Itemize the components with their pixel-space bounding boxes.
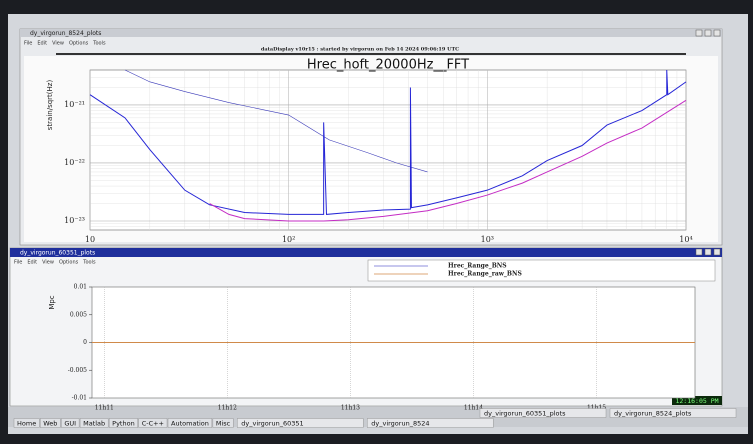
x-tick-label: 11h11	[95, 405, 114, 412]
legend-box	[367, 259, 716, 282]
series-line	[124, 69, 428, 173]
x-tick-label: 11h14	[464, 405, 483, 412]
launcher[interactable]: Misc	[216, 420, 231, 428]
launcher[interactable]: GUI	[64, 420, 76, 428]
y-tick-label: 0.005	[70, 311, 87, 318]
x-tick-label: 10	[85, 235, 95, 244]
launcher-button[interactable]	[138, 418, 168, 428]
series-line	[89, 69, 687, 215]
window-button[interactable]	[713, 248, 721, 256]
y-tick-label: -0.01	[72, 395, 87, 402]
x-tick-label: 10³	[481, 235, 494, 244]
launcher-button[interactable]	[167, 418, 213, 428]
launcher-button[interactable]	[212, 418, 234, 428]
clock: 12:16:05 PM	[675, 397, 718, 405]
window-button[interactable]	[704, 29, 712, 37]
window-title: dy_virgorun_8524_plots	[30, 30, 101, 37]
x-tick-label: 11h13	[341, 405, 360, 412]
y-tick-label: 0	[83, 339, 87, 346]
x-tick-label: 10²	[282, 235, 295, 244]
y-axis-label: strain/sqrt(Hz)	[46, 80, 54, 131]
y-axis-label: Mpc	[48, 295, 56, 309]
series-line	[209, 99, 687, 222]
x-tick-label: 10⁴	[679, 235, 692, 244]
x-tick-label: 11h15	[587, 405, 606, 412]
menu-item[interactable]: Tools	[82, 260, 96, 266]
task-button[interactable]	[479, 408, 607, 418]
legend-label: Hrec_Range_raw_BNS	[448, 271, 522, 278]
launcher[interactable]: C-C++	[142, 420, 164, 428]
menu-item[interactable]: File	[14, 260, 22, 266]
task-label: dy_virgorun_60351_plots	[484, 410, 566, 418]
task-label: dy_virgorun_60351	[241, 420, 303, 428]
header-rule	[56, 53, 686, 55]
launcher-button[interactable]	[61, 418, 80, 428]
task-button[interactable]	[237, 418, 364, 428]
menu-item[interactable]: Tools	[92, 41, 106, 47]
menu-item[interactable]: Options	[59, 260, 79, 266]
chart-title: Hrec_hoft_20000Hz__FFT	[307, 58, 469, 73]
launcher[interactable]: Automation	[171, 420, 209, 428]
y-tick-label: 0.01	[74, 284, 87, 291]
x-tick-label: 11h12	[218, 405, 237, 412]
launcher-button[interactable]	[13, 418, 40, 428]
window-button[interactable]	[695, 248, 703, 256]
title-bar[interactable]	[10, 248, 722, 257]
window-button[interactable]	[695, 29, 703, 37]
menu-item[interactable]: Edit	[37, 41, 47, 47]
y-tick-label: 10⁻²²	[64, 158, 85, 167]
header: dataDisplay v10r15 : started by virgorun…	[261, 47, 459, 53]
launcher[interactable]: Web	[43, 420, 57, 428]
menu-item[interactable]: Options	[69, 41, 89, 47]
launcher[interactable]: Python	[112, 420, 135, 428]
legend-label: Hrec_Range_BNS	[448, 263, 507, 270]
launcher[interactable]: Home	[17, 420, 36, 428]
menu-item[interactable]: Edit	[27, 260, 37, 266]
task-button[interactable]	[367, 418, 494, 428]
window-title: dy_virgorun_60351_plots	[20, 249, 95, 256]
y-tick-label: 10⁻²¹	[64, 100, 85, 109]
task-label: dy_virgorun_8524_plots	[614, 410, 692, 418]
launcher-button[interactable]	[79, 418, 109, 428]
y-tick-label: 10⁻²³	[64, 216, 85, 225]
task-button[interactable]	[609, 408, 737, 418]
task-label: dy_virgorun_8524	[371, 420, 429, 428]
menu-item[interactable]: File	[24, 41, 32, 47]
launcher[interactable]: Matlab	[83, 420, 105, 428]
launcher-button[interactable]	[40, 418, 61, 428]
clock-box	[672, 396, 722, 405]
plot-area	[89, 69, 687, 231]
y-tick-label: -0.005	[68, 367, 87, 374]
menu-item[interactable]: View	[42, 260, 54, 266]
title-bar	[20, 29, 722, 37]
menu-item[interactable]: View	[52, 41, 64, 47]
window-button[interactable]	[704, 248, 712, 256]
window-button[interactable]	[713, 29, 721, 37]
launcher-button[interactable]	[108, 418, 138, 428]
